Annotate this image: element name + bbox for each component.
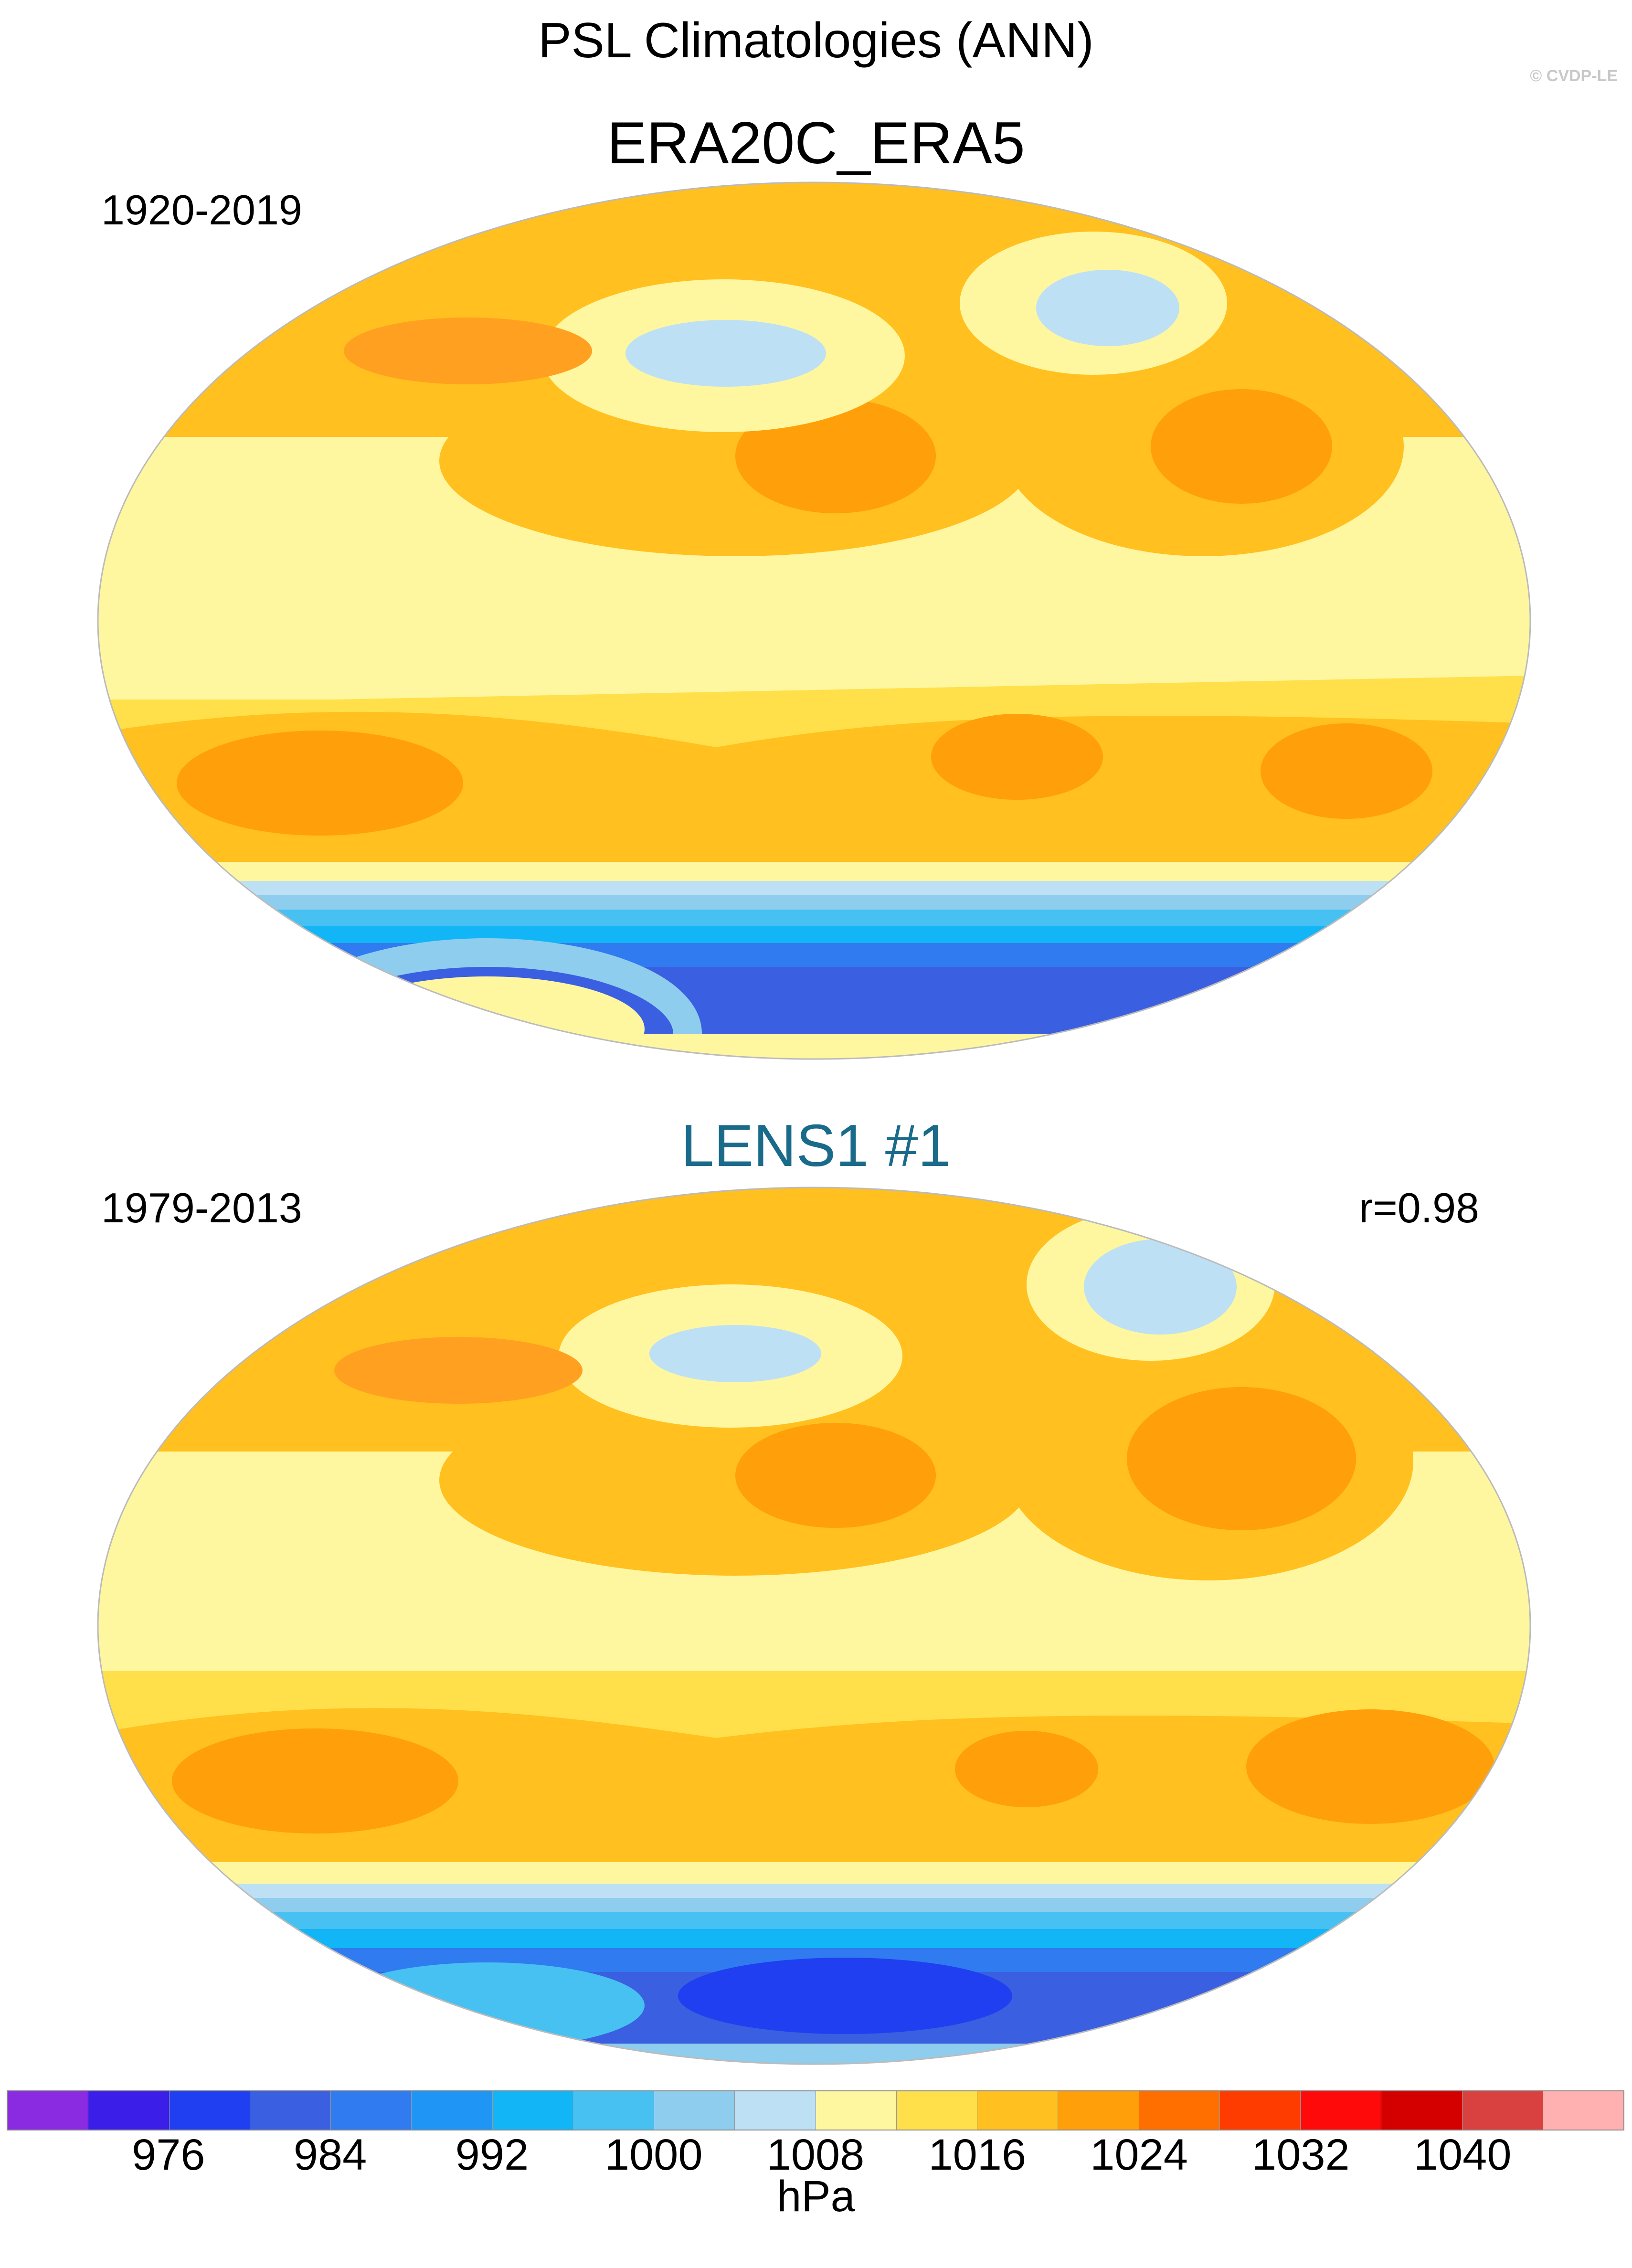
colorbar-box bbox=[734, 2091, 816, 2130]
colorbar-box bbox=[977, 2091, 1058, 2130]
page-title: PSL Climatologies (ANN) bbox=[538, 13, 1094, 68]
colorbar-box bbox=[169, 2091, 250, 2130]
colorbar-box bbox=[572, 2091, 654, 2130]
colorbar-box bbox=[249, 2091, 330, 2130]
colorbar-box bbox=[88, 2091, 169, 2130]
colorbar-units: hPa bbox=[777, 2172, 855, 2221]
panel-2-correlation: r=0.98 bbox=[1359, 1184, 1479, 1231]
panel-2-title: LENS1 #1 bbox=[681, 1113, 951, 1179]
panel-1-period: 1920-2019 bbox=[101, 186, 302, 233]
credit-watermark: © CVDP-LE bbox=[1530, 67, 1618, 85]
colorbar-box bbox=[896, 2091, 977, 2130]
colorbar-tick-label: 1040 bbox=[1413, 2130, 1512, 2179]
colorbar-tick-label: 992 bbox=[455, 2130, 529, 2179]
colorbar-box bbox=[8, 2091, 88, 2130]
colorbar-box bbox=[1462, 2091, 1543, 2130]
colorbar-box bbox=[654, 2091, 735, 2130]
colorbar-box bbox=[330, 2091, 412, 2130]
colorbar-box bbox=[1138, 2091, 1219, 2130]
panel-1-map bbox=[97, 181, 1531, 1060]
colorbar-box bbox=[1381, 2091, 1462, 2130]
panel-2-map bbox=[97, 1187, 1531, 2065]
colorbar-tick-label: 984 bbox=[293, 2130, 367, 2179]
colorbar-box bbox=[492, 2091, 573, 2130]
colorbar-tick-label: 1032 bbox=[1252, 2130, 1350, 2179]
colorbar-tick-label: 1024 bbox=[1090, 2130, 1188, 2179]
colorbar-box bbox=[815, 2091, 896, 2130]
panel-2-period: 1979-2013 bbox=[101, 1184, 302, 1231]
colorbar-box bbox=[1542, 2091, 1623, 2130]
colorbar-tick-label: 1000 bbox=[604, 2130, 703, 2179]
colorbar-tick-label: 1008 bbox=[766, 2130, 865, 2179]
colorbar-box bbox=[1219, 2091, 1300, 2130]
panel-1-title: ERA20C_ERA5 bbox=[607, 110, 1025, 176]
colorbar-box bbox=[1058, 2091, 1139, 2130]
colorbar-tick-label: 1016 bbox=[928, 2130, 1027, 2179]
colorbar-box bbox=[1300, 2091, 1381, 2130]
colorbar bbox=[7, 2090, 1624, 2130]
colorbar-tick-label: 976 bbox=[132, 2130, 205, 2179]
colorbar-box bbox=[411, 2091, 492, 2130]
